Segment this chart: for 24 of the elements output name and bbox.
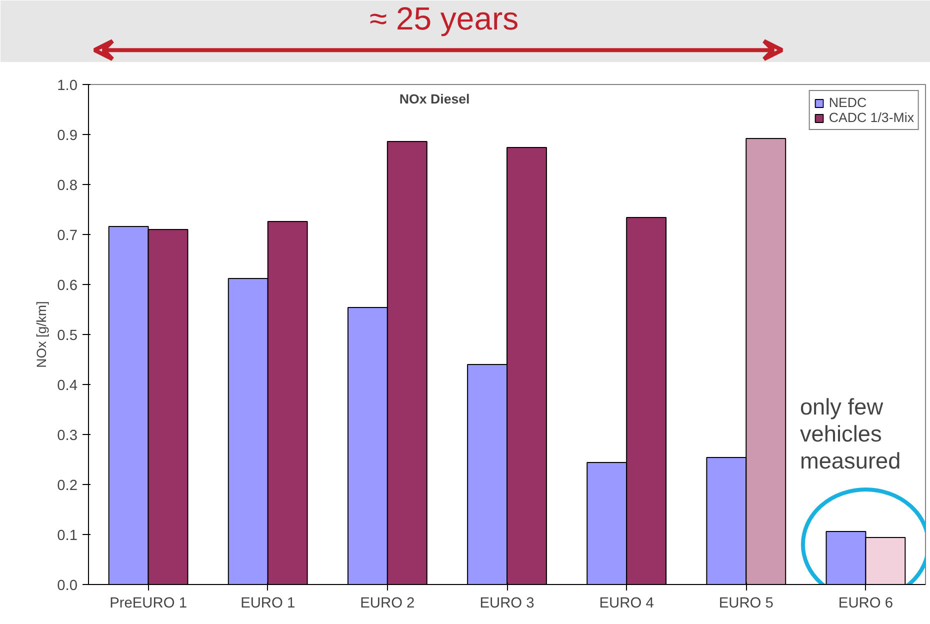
x-tick-label: EURO 5: [718, 596, 774, 612]
x-tick-label: EURO 6: [838, 596, 894, 612]
x-tick-label: EURO 3: [480, 596, 534, 612]
text: NOx Diesel: [399, 92, 470, 106]
y-tick-label: 0.7: [57, 228, 78, 244]
y-tick-label: 1.0: [57, 78, 78, 94]
y-tick-label: 0.2: [57, 478, 78, 494]
x-tick-label: PreEURO 1: [110, 596, 187, 612]
annotation: only few vehicles measured: [800, 394, 901, 474]
legend-label: CADC 1/3-Mix: [828, 110, 914, 125]
y-tick-label: 0.3: [57, 428, 78, 444]
y-tick-label: 0.1: [57, 528, 78, 544]
y-tick-label: 0.0: [57, 578, 78, 594]
y-tick-label: 0.8: [57, 178, 78, 194]
y-tick-label: 0.6: [57, 278, 78, 294]
y-tick-label: 0.5: [57, 328, 78, 344]
y-axis-title: NOx [g/km]: [34, 301, 50, 368]
x-tick-label: EURO 2: [360, 596, 415, 612]
x-tick-label: EURO 4: [599, 596, 654, 612]
text: ≈ 25 years: [369, 0, 519, 36]
y-tick-label: 0.9: [57, 128, 78, 144]
legend-label: NEDC: [828, 95, 867, 110]
y-tick-label: 0.4: [57, 378, 78, 394]
x-tick-label: EURO 1: [240, 596, 296, 612]
